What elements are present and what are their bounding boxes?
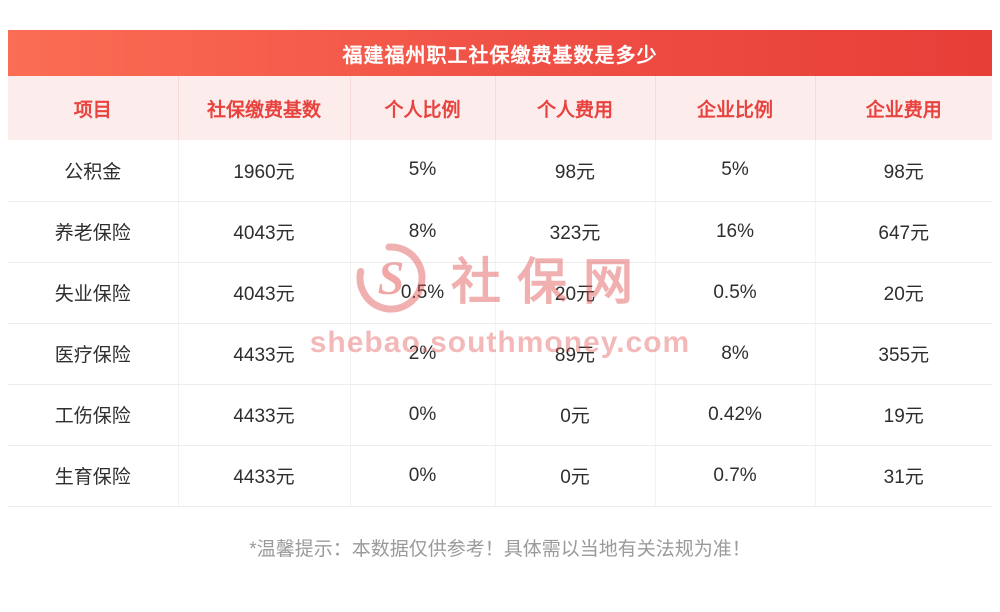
table-cell: 647元 (815, 201, 992, 263)
table-cell: 0% (350, 445, 496, 507)
table-cell: 工伤保险 (8, 384, 179, 446)
table-cell: 20元 (495, 262, 656, 324)
table-row: 公积金 1960元 5% 98元 5% 98元 (8, 140, 992, 202)
table-cell: 1960元 (178, 140, 351, 202)
table-row: 失业保险 4043元 0.5% 20元 0.5% 20元 (8, 262, 992, 324)
table-cell: 0.42% (655, 384, 816, 446)
table-cell: 19元 (815, 384, 992, 446)
table-body: 公积金 1960元 5% 98元 5% 98元 养老保险 4043元 8% 323元 16% 647元… (8, 140, 992, 507)
table-cell: 0.7% (655, 445, 816, 507)
column-header-personal-rate: 个人比例 (350, 76, 496, 140)
table-cell: 2% (350, 323, 496, 385)
table-cell: 16% (655, 201, 816, 263)
table-header: 项目 社保缴费基数 个人比例 个人费用 企业比例 企业费用 (8, 76, 992, 140)
footer-note: *温馨提示：本数据仅供参考！具体需以当地有关法规为准！ (249, 539, 751, 560)
table-cell: 8% (655, 323, 816, 385)
column-header-base: 社保缴费基数 (178, 76, 351, 140)
table-cell: 20元 (815, 262, 992, 324)
table-cell: 0% (350, 384, 496, 446)
table-cell: 失业保险 (8, 262, 179, 324)
table-cell: 4043元 (178, 201, 351, 263)
column-header-company-rate: 企业比例 (655, 76, 816, 140)
title-bar: 福建福州职工社保缴费基数是多少 (8, 30, 992, 76)
table-cell: 4433元 (178, 445, 351, 507)
table-row: 医疗保险 4433元 2% 89元 8% 355元 (8, 323, 992, 385)
table-cell: 4043元 (178, 262, 351, 324)
column-header-item: 项目 (8, 76, 179, 140)
column-header-personal-fee: 个人费用 (495, 76, 656, 140)
page-title: 福建福州职工社保缴费基数是多少 (342, 44, 658, 67)
table-cell: 31元 (815, 445, 992, 507)
table-cell: 公积金 (8, 140, 179, 202)
table-row: 生育保险 4433元 0% 0元 0.7% 31元 (8, 445, 992, 507)
table-cell: 98元 (495, 140, 656, 202)
table-row: 养老保险 4043元 8% 323元 16% 647元 (8, 201, 992, 263)
table-cell: 4433元 (178, 384, 351, 446)
header-row: 项目 社保缴费基数 个人比例 个人费用 企业比例 企业费用 (8, 76, 992, 140)
table-cell: 0.5% (350, 262, 496, 324)
table-cell: 生育保险 (8, 445, 179, 507)
table-cell: 89元 (495, 323, 656, 385)
social-insurance-table: 项目 社保缴费基数 个人比例 个人费用 企业比例 企业费用 公积金 1960元 5%… (8, 76, 992, 507)
table-cell: 0元 (495, 384, 656, 446)
table-cell: 4433元 (178, 323, 351, 385)
table-cell: 5% (350, 140, 496, 202)
table-cell: 98元 (815, 140, 992, 202)
table-row: 工伤保险 4433元 0% 0元 0.42% 19元 (8, 384, 992, 446)
table-cell: 0.5% (655, 262, 816, 324)
table-cell: 5% (655, 140, 816, 202)
table-cell: 323元 (495, 201, 656, 263)
table-cell: 0元 (495, 445, 656, 507)
table-cell: 医疗保险 (8, 323, 179, 385)
table-cell: 355元 (815, 323, 992, 385)
table-cell: 8% (350, 201, 496, 263)
table-cell: 养老保险 (8, 201, 179, 263)
column-header-company-fee: 企业费用 (815, 76, 992, 140)
